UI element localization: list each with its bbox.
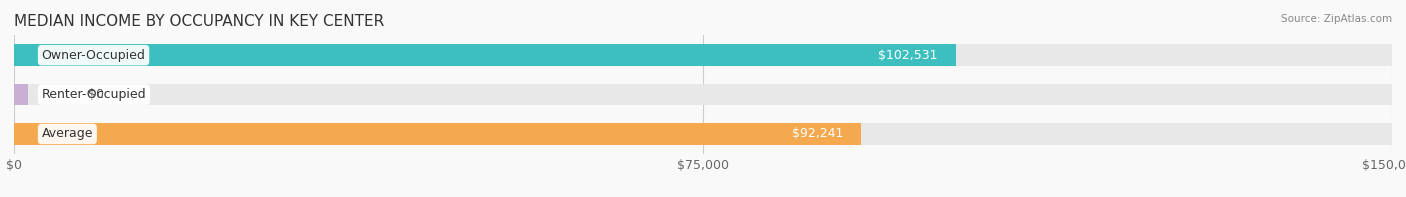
- Text: Average: Average: [42, 127, 93, 140]
- Bar: [14, 44, 1392, 66]
- Text: $0: $0: [87, 88, 104, 101]
- Bar: [14, 44, 956, 66]
- Bar: [14, 123, 862, 145]
- Bar: [14, 123, 1392, 145]
- Text: Owner-Occupied: Owner-Occupied: [42, 49, 145, 62]
- Text: Renter-Occupied: Renter-Occupied: [42, 88, 146, 101]
- Text: $92,241: $92,241: [792, 127, 844, 140]
- Bar: [14, 84, 28, 105]
- Text: MEDIAN INCOME BY OCCUPANCY IN KEY CENTER: MEDIAN INCOME BY OCCUPANCY IN KEY CENTER: [14, 14, 384, 29]
- Text: $102,531: $102,531: [877, 49, 938, 62]
- Bar: [14, 84, 1392, 105]
- Text: Source: ZipAtlas.com: Source: ZipAtlas.com: [1281, 14, 1392, 24]
